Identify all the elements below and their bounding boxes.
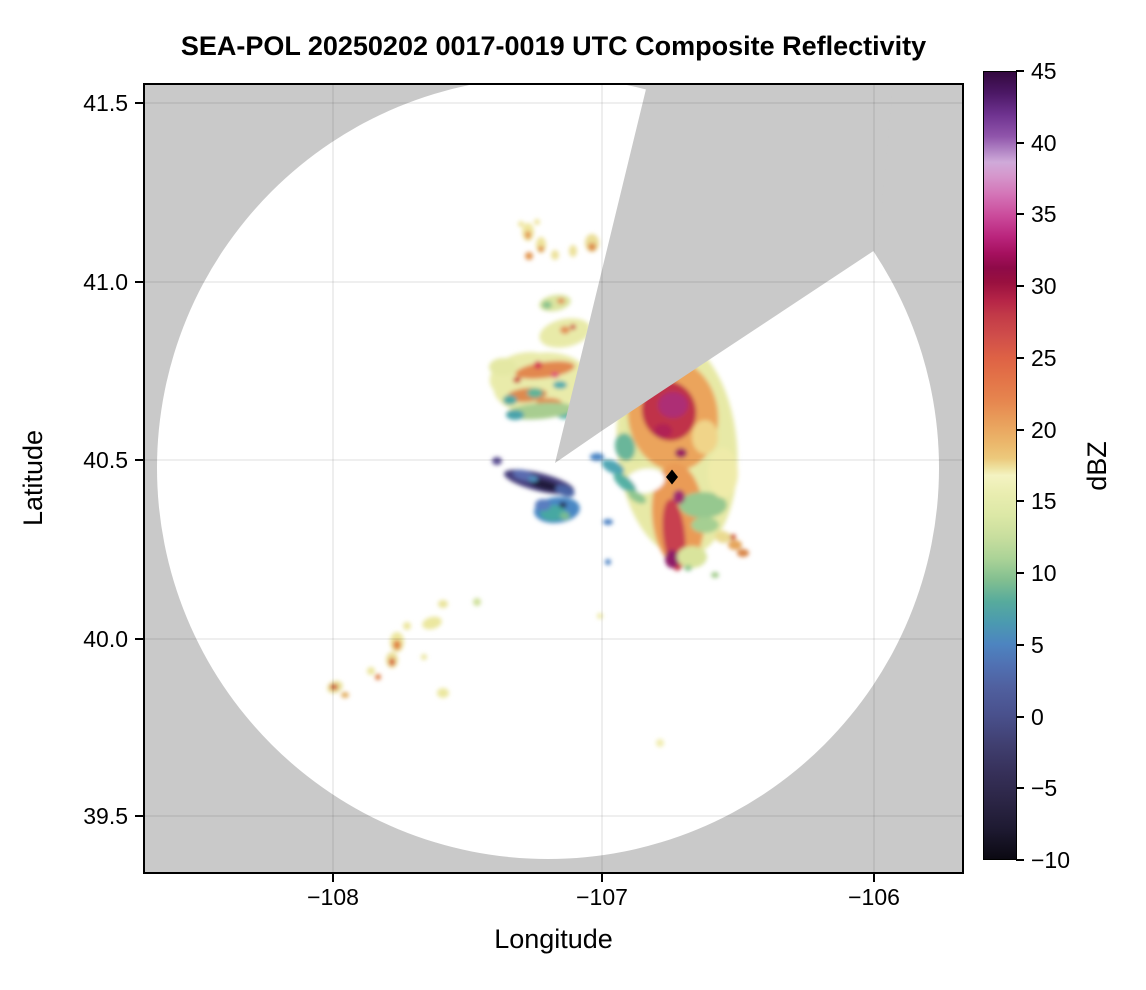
colorbar-label: dBZ [1082,441,1112,491]
colorbar-tick-mark [1016,70,1024,72]
colorbar-tick-label: 45 [1031,58,1057,84]
colorbar [983,71,1017,860]
colorbar-tick-label: 5 [1031,631,1044,658]
y-tick-label: 40.5 [83,447,128,473]
colorbar-tick-mark [1016,356,1024,359]
colorbar-tick-label: 30 [1031,273,1057,300]
colorbar-tick-mark [1016,428,1024,431]
colorbar-tick-mark [1016,643,1024,646]
y-tick-mark [135,459,143,461]
y-axis-label: Latitude [18,429,48,527]
y-tick-label: 39.5 [83,803,128,829]
y-tick-label: 40.0 [83,626,128,652]
x-tick-label: −107 [576,884,628,910]
gridlines [145,85,962,872]
colorbar-tick-label: 15 [1031,488,1057,515]
colorbar-tick-mark [1016,141,1024,144]
colorbar-tick-mark [1016,787,1024,790]
colorbar-tick-mark [1016,213,1024,216]
y-tick-mark [135,638,143,640]
colorbar-tick-label: −5 [1031,775,1058,802]
colorbar-tick-label: 10 [1031,560,1057,587]
x-tick-mark [332,874,334,882]
colorbar-tick-mark [1016,859,1024,861]
colorbar-tick-mark [1016,572,1024,575]
radar-site-diamond-marker [666,469,678,485]
plot-border [143,83,964,874]
y-tick-mark [135,102,143,104]
x-axis-label: Longitude [494,924,613,954]
y-tick-label: 41.5 [83,90,128,116]
colorbar-tick-label: 25 [1031,344,1057,371]
colorbar-tick-mark [1016,500,1024,503]
x-tick-label: −106 [848,884,900,910]
colorbar-tick-mark [1016,715,1024,718]
blocked-sector-wedge [555,85,893,463]
colorbar-tick-label: 20 [1031,416,1057,443]
colorbar-tick-label: 0 [1031,703,1044,730]
radar-map [145,85,962,872]
y-tick-mark [135,281,143,283]
x-tick-label: −108 [307,884,359,910]
y-tick-label: 41.0 [83,269,128,295]
reflectivity-echoes [327,219,749,747]
colorbar-tick-label: −10 [1031,847,1071,873]
chart-title: SEA-POL 20250202 0017-0019 UTC Composite… [180,31,927,61]
colorbar-tick-label: 40 [1031,129,1057,156]
x-tick-mark [873,874,875,882]
x-tick-mark [601,874,603,882]
y-tick-mark [135,815,143,817]
colorbar-tick-label: 35 [1031,201,1057,228]
colorbar-tick-mark [1016,285,1024,288]
